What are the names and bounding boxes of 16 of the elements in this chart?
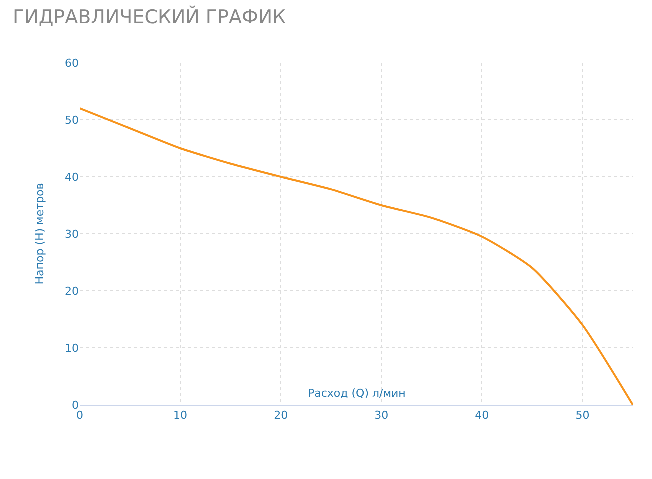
- y-tick-label: 50: [65, 114, 79, 127]
- x-tick-label: 10: [174, 409, 188, 422]
- y-tick-label: 60: [65, 56, 79, 70]
- x-tick-label: 50: [576, 409, 590, 422]
- y-axis-title: Напор (H) метров: [34, 183, 47, 285]
- x-tick-label: 20: [274, 409, 288, 422]
- x-tick-label: 40: [475, 409, 490, 422]
- y-tick-label: 40: [65, 170, 79, 184]
- y-tick-label: 0: [72, 398, 79, 412]
- y-tick-label: 10: [65, 342, 79, 355]
- x-axis-title: Расход (Q) л/мин: [308, 387, 406, 400]
- chart-title: ГИДРАВЛИЧЕСКИЙ ГРАФИК: [13, 5, 287, 28]
- y-tick-label: 30: [65, 228, 79, 241]
- y-tick-label: 20: [65, 284, 79, 298]
- x-tick-label: 30: [374, 409, 389, 422]
- line-series: [80, 108, 633, 405]
